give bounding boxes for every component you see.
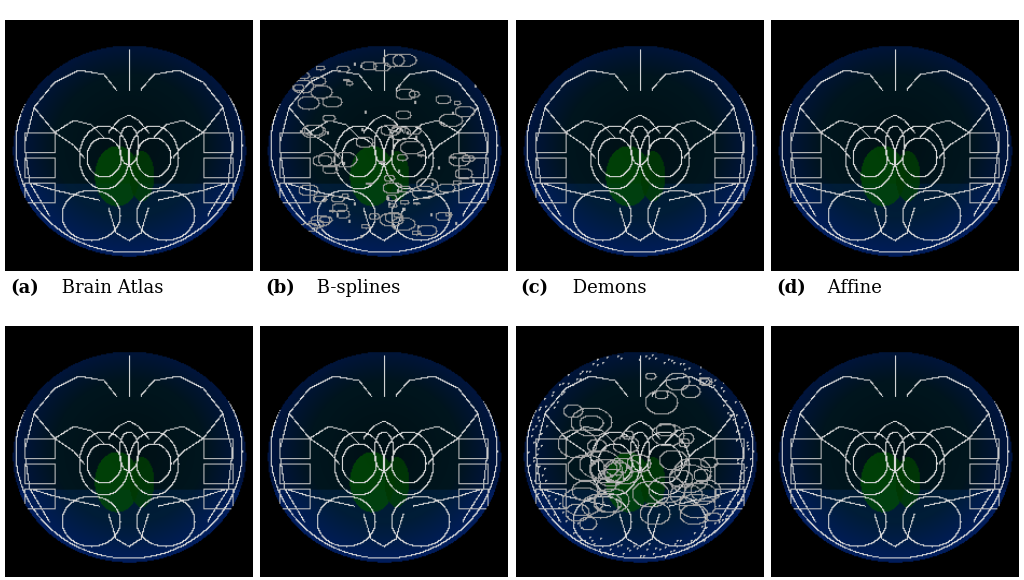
Text: Demons: Demons bbox=[566, 278, 646, 296]
Text: (b): (b) bbox=[265, 278, 295, 296]
Text: (a): (a) bbox=[10, 278, 39, 296]
Text: Affine: Affine bbox=[822, 278, 882, 296]
Text: Brain Atlas: Brain Atlas bbox=[56, 278, 164, 296]
Text: (c): (c) bbox=[520, 278, 549, 296]
Text: B-splines: B-splines bbox=[311, 278, 400, 296]
Text: (d): (d) bbox=[776, 278, 806, 296]
